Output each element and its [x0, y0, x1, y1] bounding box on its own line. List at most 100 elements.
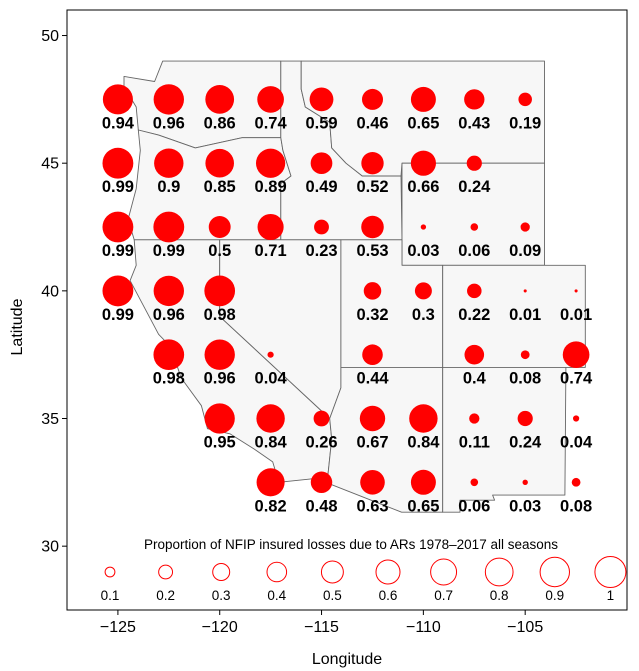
point-marker: [153, 211, 185, 243]
x-axis-title: Longitude: [312, 651, 382, 668]
point-marker: [102, 211, 134, 243]
points-layer: [102, 84, 590, 497]
point-value-label: 0.99: [102, 242, 134, 260]
x-tick-label: −110: [406, 619, 441, 636]
point-value-label: 0.98: [204, 306, 236, 324]
point-value-label: 0.74: [255, 114, 288, 132]
legend-symbol: [594, 556, 627, 588]
point-marker: [361, 88, 384, 110]
point-value-label: 0.98: [153, 370, 185, 388]
point-marker: [409, 404, 438, 433]
state-montana: [300, 60, 545, 177]
legend-label: 0.8: [490, 588, 509, 603]
point-value-label: 0.23: [305, 242, 337, 260]
plot-panel-border: [66, 9, 628, 611]
point-marker: [464, 89, 485, 110]
x-axis: −125 −120 −115 −110 −105: [100, 610, 543, 636]
point-marker: [574, 289, 578, 293]
legend-label: 0.1: [101, 588, 120, 603]
y-tick-label: 30: [41, 539, 59, 556]
point-marker: [464, 344, 485, 365]
point-value-label: 0.03: [407, 242, 439, 260]
y-tick-label: 50: [41, 28, 59, 45]
point-marker: [208, 216, 231, 238]
point-marker: [522, 479, 528, 485]
point-marker: [517, 410, 533, 427]
point-value-label: 0.22: [458, 306, 490, 324]
point-marker: [469, 413, 480, 424]
y-axis: 30 35 40 45 50: [41, 28, 67, 556]
point-value-label: 0.71: [255, 242, 287, 260]
point-marker: [523, 289, 527, 293]
point-value-label: 0.11: [459, 434, 490, 452]
point-marker: [466, 155, 482, 171]
point-marker: [470, 478, 479, 487]
point-value-label: 0.06: [458, 497, 490, 515]
legend-symbol: [212, 563, 231, 581]
point-value-label: 0.84: [407, 434, 440, 452]
point-marker: [562, 341, 590, 369]
legend-symbol: [430, 558, 458, 586]
point-marker: [414, 282, 432, 300]
state-new-mexico: [442, 366, 567, 513]
point-marker: [310, 152, 333, 175]
legend-symbol: [375, 559, 401, 585]
legend-title: Proportion of NFIP insured losses due to…: [144, 537, 558, 552]
point-marker: [310, 471, 333, 494]
point-marker: [518, 92, 532, 107]
point-value-label: 0.65: [407, 114, 439, 132]
legend-label: 0.7: [434, 588, 453, 603]
point-value-label: 0.49: [305, 178, 337, 196]
size-legend: Proportion of NFIP insured losses due to…: [101, 537, 627, 603]
point-value-label: 0.66: [407, 178, 439, 196]
y-axis-title: Latitude: [9, 298, 26, 355]
point-value-label: 0.52: [356, 178, 388, 196]
x-tick-label: −120: [202, 619, 238, 636]
point-value-label: 0.01: [560, 306, 592, 324]
point-value-label: 0.84: [255, 434, 288, 452]
x-tick-label: −115: [304, 619, 339, 636]
point-value-label: 0.96: [204, 370, 236, 388]
legend-label: 0.2: [156, 588, 175, 603]
point-value-label: 0.59: [305, 114, 337, 132]
point-marker: [257, 213, 284, 241]
point-value-label: 0.95: [204, 434, 236, 452]
point-value-label: 0.85: [204, 178, 236, 196]
point-value-label: 0.04: [560, 434, 593, 452]
legend-label: 0.9: [545, 588, 564, 603]
point-marker: [410, 469, 436, 495]
point-value-label: 0.08: [560, 497, 592, 515]
point-value-label: 0.09: [509, 242, 541, 260]
legend-symbol: [266, 561, 288, 583]
point-value-label: 0.65: [407, 497, 439, 515]
point-value-label: 0.3: [412, 306, 435, 324]
point-value-label: 0.24: [458, 178, 491, 196]
point-value-label: 0.01: [509, 306, 541, 324]
point-value-label: 0.06: [458, 242, 490, 260]
point-value-label: 0.67: [356, 434, 388, 452]
point-marker: [257, 86, 284, 113]
point-marker: [520, 350, 530, 360]
legend-symbol: [104, 566, 116, 578]
point-marker: [362, 344, 383, 365]
legend-symbol: [539, 556, 570, 588]
point-marker: [520, 222, 530, 232]
point-marker: [359, 405, 386, 432]
point-value-label: 0.48: [305, 497, 337, 515]
value-labels-layer: 0.94 0.96 0.86 0.74 0.59 0.46 0.65 0.43 0.19 0.99…: [102, 114, 593, 515]
point-marker: [153, 339, 185, 371]
legend-symbol: [320, 560, 344, 584]
point-value-label: 0.89: [255, 178, 287, 196]
point-marker: [204, 275, 236, 307]
legend-label: 0.6: [379, 588, 398, 603]
point-marker: [256, 404, 285, 433]
legend-label: 0.4: [267, 588, 286, 603]
point-marker: [361, 215, 384, 239]
x-tick-label: −125: [100, 619, 136, 636]
point-value-label: 0.24: [509, 434, 542, 452]
point-marker: [204, 339, 235, 370]
legend-symbol: [484, 557, 514, 587]
point-value-label: 0.32: [356, 306, 388, 324]
point-marker: [255, 148, 286, 178]
